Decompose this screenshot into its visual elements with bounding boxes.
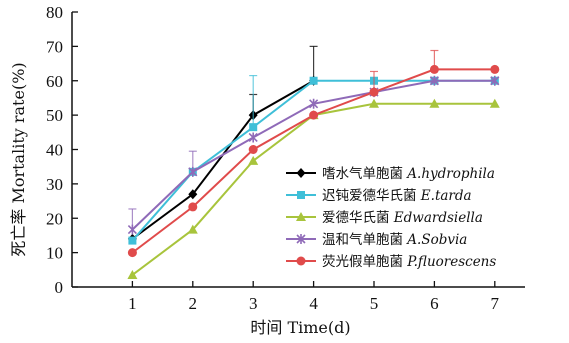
data-point xyxy=(369,87,379,97)
data-point xyxy=(296,234,306,244)
x-tick-label: 4 xyxy=(309,294,318,313)
data-point xyxy=(309,76,318,85)
legend-label-cn: 迟钝爱德华氏菌 xyxy=(322,188,421,204)
legend-label-cn: 温和气单胞菌 xyxy=(322,232,407,248)
x-axis-title: 时间 Time(d) xyxy=(250,318,350,337)
data-point xyxy=(296,168,306,178)
data-point xyxy=(429,75,439,86)
data-point xyxy=(369,98,379,108)
data-point xyxy=(188,202,198,212)
legend-label: 荧光假单胞菌 P.fluorescens xyxy=(322,254,496,270)
data-point xyxy=(297,191,305,199)
legend-label-latin: A.Sobvia xyxy=(405,232,467,248)
data-point xyxy=(248,155,259,165)
legend-entry-4: 温和气单胞菌 A.Sobvia xyxy=(286,232,467,248)
x-tick-label: 3 xyxy=(249,294,258,313)
y-tick-label: 20 xyxy=(46,209,63,228)
x-tick-label: 7 xyxy=(491,294,500,313)
data-point xyxy=(187,224,198,234)
legend-label-cn: 荧光假单胞菌 xyxy=(322,254,407,270)
y-tick-label: 30 xyxy=(46,175,63,194)
legend-label-latin: E.tarda xyxy=(420,188,472,204)
data-point xyxy=(296,212,306,221)
data-point xyxy=(127,248,137,258)
data-point xyxy=(249,123,258,132)
data-point xyxy=(429,98,440,108)
data-point xyxy=(490,75,500,86)
legend-label-latin: A.hydrophila xyxy=(405,166,495,182)
data-point xyxy=(309,110,319,120)
legend-label: 温和气单胞菌 A.Sobvia xyxy=(322,232,467,248)
legend-label: 嗜水气单胞菌 A.hydrophila xyxy=(322,166,495,182)
data-point xyxy=(127,269,138,279)
legend-label: 迟钝爱德华氏菌 E.tarda xyxy=(322,188,472,204)
legend-label-latin: Edwardsiella xyxy=(393,210,483,226)
series-5 xyxy=(127,49,500,258)
legend-entry-5: 荧光假单胞菌 P.fluorescens xyxy=(286,254,496,270)
data-point xyxy=(188,189,198,200)
y-tick-label: 40 xyxy=(46,141,63,160)
legend-entry-2: 迟钝爱德华氏菌 E.tarda xyxy=(286,188,472,204)
y-tick-label: 60 xyxy=(46,72,63,91)
data-point xyxy=(296,256,306,266)
axes: 0 10 20 30 40 50 60 70 80 1 2 3 4 5 6 7 xyxy=(46,3,525,313)
series-layer xyxy=(127,45,500,279)
x-tick-label: 6 xyxy=(430,294,439,313)
x-tick-label: 2 xyxy=(189,294,198,313)
y-tick-label: 10 xyxy=(46,244,63,263)
data-point xyxy=(128,236,137,245)
data-point xyxy=(248,145,258,154)
data-point xyxy=(490,64,500,74)
series-line xyxy=(131,79,315,240)
legend-label-cn: 嗜水气单胞菌 xyxy=(322,166,407,182)
y-axis-title: 死亡率 Mortality rate(%) xyxy=(9,62,28,256)
data-point xyxy=(127,224,137,235)
y-tick-label: 70 xyxy=(46,37,63,56)
y-tick-label: 80 xyxy=(46,3,63,22)
x-tick-label: 1 xyxy=(128,294,137,313)
data-point xyxy=(188,166,198,177)
data-point xyxy=(248,132,258,143)
legend-entry-3: 爱德华氏菌 Edwardsiella xyxy=(286,210,483,226)
y-tick-label: 50 xyxy=(46,106,63,125)
legend-entry-1: 嗜水气单胞菌 A.hydrophila xyxy=(286,166,495,182)
data-point xyxy=(309,98,319,109)
legend-label: 爱德华氏菌 Edwardsiella xyxy=(322,210,483,226)
y-tick-label: 0 xyxy=(55,278,64,297)
legend: 嗜水气单胞菌 A.hydrophila 迟钝爱德华氏菌 E.tarda 爱德华氏菌 … xyxy=(286,166,496,270)
x-tick-label: 5 xyxy=(370,294,379,313)
data-point xyxy=(489,98,500,108)
legend-label-cn: 爱德华氏菌 xyxy=(322,210,394,226)
data-point xyxy=(429,64,439,74)
legend-label-latin: P.fluorescens xyxy=(406,254,496,270)
